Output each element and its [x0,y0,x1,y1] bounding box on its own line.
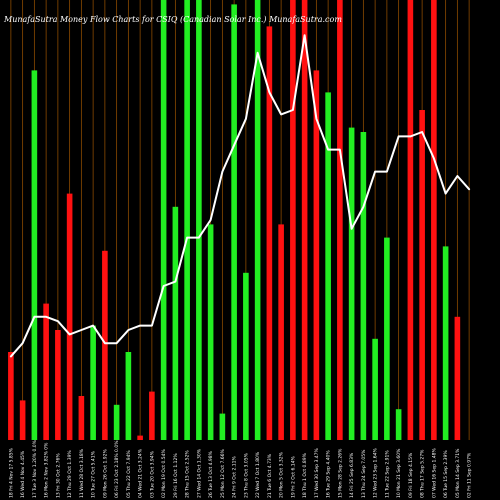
x-tick-label: 22 Wed 7 Oct 1.80% [255,451,261,498]
x-tick-label: 07 Wed 16 Sep 1.48% [431,448,437,498]
bar-down [337,0,343,440]
x-tick-label: 25 Mon 12 Oct 7.66% [220,449,226,498]
bar-up [325,92,331,441]
bar-up [90,325,96,440]
bar-down [8,352,14,440]
bar-down [419,110,425,440]
bar-down [102,250,108,440]
x-tick-label: 08 Thu 17 Sep 5.27% [420,449,426,498]
x-tick-label: 20 Mon 5 Oct 3.32% [279,451,285,498]
chart-title: MunafaSutra Money Flow Charts for CSIQ (… [3,15,342,24]
x-tick-label: 10 Mon 21 Sep 3.60% [396,448,402,498]
x-tick-label: 26 Tue 13 Oct 4.98% [208,450,214,498]
bar-up [207,224,214,440]
bar-up [196,0,202,440]
bar-up [395,409,402,440]
x-tick-label: 13 Thu 24 Sep 7.05% [361,449,367,498]
x-tick-label: 21 Tue 6 Oct 4.73% [267,453,273,498]
bar-up [125,352,132,440]
x-tick-label: 10 Tue 27 Oct 5.41% [91,450,97,498]
bar-down [78,396,85,440]
bars [8,0,461,441]
bar-down [301,0,308,440]
x-tick-label: 09 Mon 26 Oct 1.92% [102,449,108,498]
bar-down [137,435,143,440]
bar-up [172,206,179,440]
x-tick-label: 15 Mon 28 Sep 2.26% [337,448,343,498]
x-tick-label: 24 Fri 9 Oct 2.11% [232,456,238,498]
x-tick-label: 11 Tue 22 Sep 2.91% [384,450,390,498]
x-tick-label: 06 Fri 23 Oct 2.18% 0.0% [114,440,120,498]
bar-up [372,338,378,440]
x-tick-label: 19 Fri 2 Oct 6.14% [290,456,296,498]
x-tick-label: 23 Thu 8 Oct 3.05% [243,452,249,498]
x-tick-label: 14 Fri 25 Sep 6.83% [349,452,355,498]
x-tick-label: 05 Thu 22 Oct 7.94% [126,450,132,498]
bar-down [149,391,155,440]
x-tick-label: 03 Tue 20 Oct 3.94% [149,450,155,498]
x-tick-label: 16 Tue 29 Sep 4.40% [326,450,332,498]
bar-up [31,70,38,441]
money-flow-line [9,34,471,358]
x-tick-label: 16 Mon 2 Nov 3.82% 0% [44,442,50,498]
x-tick-label: 04 Wed 21 Oct 3.24% [138,448,144,498]
x-tick-label: 16 Wed 4 Nov 4.45% [20,450,26,498]
bar-up [113,404,120,440]
x-tick-label: 05 Mon 14 Sep 3.71% [455,448,461,498]
bar-up [442,246,449,440]
bar-up [348,127,355,440]
x-tick-label: 27 Wed 14 Oct 1.30% [196,448,202,498]
x-tick-label: 18 Fri 4 Nov 17 5.85% [8,447,14,498]
x-tick-label: 02 Fri 11 Sep 0.97% [467,452,473,498]
bar-down [431,0,437,440]
x-tick-label: 09 Fri 18 Sep 4.15% [408,452,414,498]
bar-down [278,224,284,440]
x-tick-label: 18 Thu 1 Oct 0.89% [302,452,308,498]
bar-up [160,0,167,440]
x-tick-label: 06 Tue 15 Sep 2.39% [443,450,449,498]
x-tick-label: 12 Wed 23 Sep 1.64% [373,448,379,498]
bar-up [219,413,226,440]
bar-up [384,237,390,440]
bar-down [407,0,414,440]
bar-down [266,26,273,441]
x-tick-labels: 18 Fri 4 Nov 17 5.85% 16 Wed 4 Nov 4.45% 1… [8,439,472,498]
bar-down [43,303,49,440]
bar-up [360,132,367,440]
x-tick-label: 13 Fri 30 Oct 2.76% [55,453,61,498]
x-tick-label: 17 Tue 3 Nov 1.20% 0.0% [32,439,38,498]
bar-down [454,316,461,440]
bar-down [313,70,320,441]
x-tick-label: 17 Wed 30 Sep 3.47% [314,448,320,498]
x-tick-label: 29 Fri 16 Oct 1.12% [173,453,179,498]
x-tick-label: 02 Mon 19 Oct 0.54% [161,449,167,498]
bar-down [290,0,296,440]
x-tick-label: 11 Wed 28 Oct 3.18% [79,448,85,498]
bar-up [243,272,249,440]
x-tick-label: 28 Thu 15 Oct 2.52% [185,450,191,498]
bar-down [19,400,26,440]
bar-down [55,330,61,440]
bar-up [184,0,190,440]
bar-up [231,4,237,441]
bar-up [254,0,261,440]
x-tick-label: 12 Thu 29 Oct 1.39% [67,450,73,498]
bar-down [66,193,73,440]
